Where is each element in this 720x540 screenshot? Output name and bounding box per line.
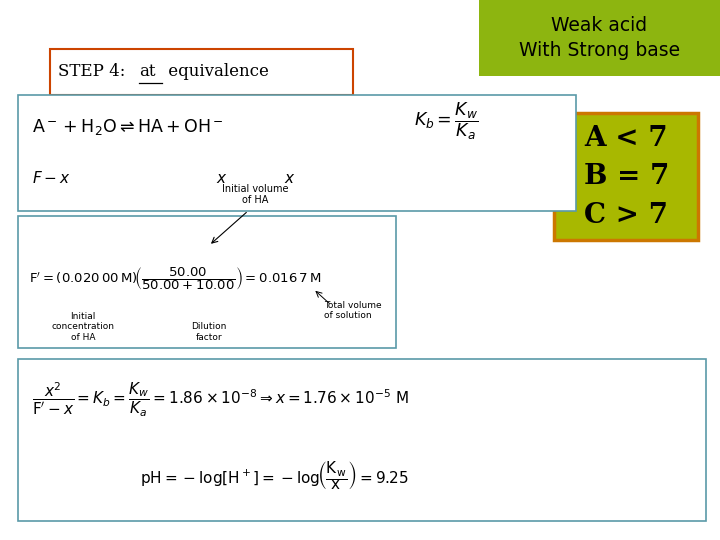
Text: Weak acid
With Strong base: Weak acid With Strong base xyxy=(519,16,680,60)
FancyBboxPatch shape xyxy=(18,359,706,521)
Text: $\mathrm{A^- + H_2O \rightleftharpoons HA + OH^-}$: $\mathrm{A^- + H_2O \rightleftharpoons H… xyxy=(32,117,224,137)
FancyBboxPatch shape xyxy=(18,216,396,348)
Text: Initial volume
of HA: Initial volume of HA xyxy=(222,184,289,205)
FancyBboxPatch shape xyxy=(554,113,698,240)
Text: $\dfrac{x^2}{\mathrm{F'} - x} = K_b = \dfrac{K_w}{K_a} = 1.86 \times 10^{-8} \Ri: $\dfrac{x^2}{\mathrm{F'} - x} = K_b = \d… xyxy=(32,381,409,418)
FancyBboxPatch shape xyxy=(18,94,576,211)
Text: $F - x$: $F - x$ xyxy=(32,170,71,186)
Text: A < 7
B = 7
C > 7: A < 7 B = 7 C > 7 xyxy=(584,125,669,229)
Text: at: at xyxy=(139,63,156,80)
Text: STEP 4:: STEP 4: xyxy=(58,63,130,80)
Text: $\mathrm{pH = -log[H^+] = -log\!\left(\dfrac{K_w}{x}\right) = 9.25}$: $\mathrm{pH = -log[H^+] = -log\!\left(\d… xyxy=(140,458,409,492)
Text: $x$: $x$ xyxy=(216,171,228,186)
Text: $K_b = \dfrac{K_w}{K_a}$: $K_b = \dfrac{K_w}{K_a}$ xyxy=(414,101,479,142)
Text: Total volume
of solution: Total volume of solution xyxy=(324,301,382,320)
FancyBboxPatch shape xyxy=(50,49,353,94)
Text: Initial
concentration
of HA: Initial concentration of HA xyxy=(51,312,114,342)
FancyBboxPatch shape xyxy=(479,0,720,76)
Text: $\mathrm{F' = (0.020\,00\,M)\!\left(\dfrac{50.00}{50.00 + 10.00}\right) = 0.016\: $\mathrm{F' = (0.020\,00\,M)\!\left(\dfr… xyxy=(29,265,321,292)
Text: $x$: $x$ xyxy=(284,171,296,186)
Text: equivalence: equivalence xyxy=(163,63,269,80)
Text: Dilution
factor: Dilution factor xyxy=(191,322,227,342)
